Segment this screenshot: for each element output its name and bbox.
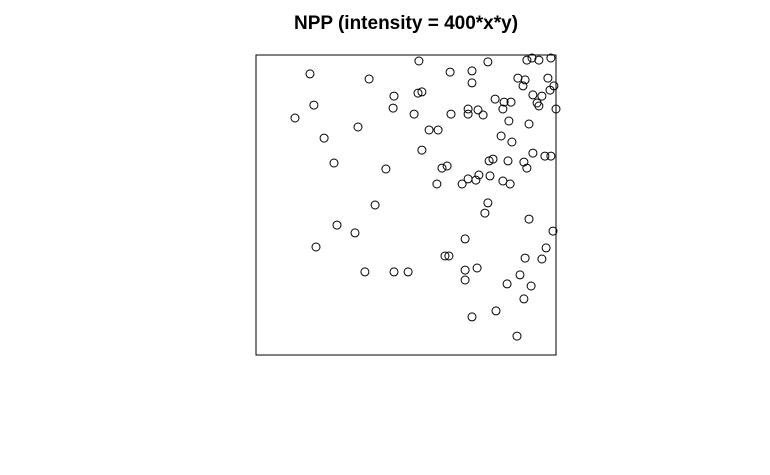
data-point-48 — [528, 148, 538, 158]
data-point-67 — [432, 179, 442, 189]
data-point-68 — [370, 200, 380, 210]
data-point-93 — [467, 312, 477, 322]
data-point-91 — [519, 294, 529, 304]
data-point-80 — [520, 253, 530, 263]
data-point-37 — [478, 110, 488, 120]
data-point-66 — [457, 179, 467, 189]
data-point-34 — [409, 109, 419, 119]
data-point-26 — [532, 98, 542, 108]
data-point-29 — [388, 103, 398, 113]
data-point-8 — [445, 67, 455, 77]
data-point-38 — [290, 113, 300, 123]
data-point-83 — [460, 265, 470, 275]
data-point-13 — [364, 74, 374, 84]
data-point-77 — [541, 243, 551, 253]
data-point-73 — [350, 228, 360, 238]
data-point-35 — [463, 109, 473, 119]
data-point-75 — [460, 234, 470, 244]
data-point-9 — [305, 69, 315, 79]
data-point-55 — [329, 158, 339, 168]
data-point-15 — [518, 81, 528, 91]
data-point-18 — [417, 87, 427, 97]
data-point-52 — [484, 156, 494, 166]
data-point-30 — [551, 104, 561, 114]
data-point-6 — [414, 56, 424, 66]
data-point-88 — [460, 275, 470, 285]
data-point-10 — [513, 73, 523, 83]
points-layer — [290, 53, 561, 341]
observation-window — [255, 54, 557, 356]
data-point-57 — [437, 163, 447, 173]
data-point-11 — [520, 75, 530, 85]
data-point-33 — [498, 104, 508, 114]
data-point-79 — [444, 251, 454, 261]
data-point-61 — [474, 170, 484, 180]
data-point-65 — [505, 179, 515, 189]
data-point-43 — [433, 125, 443, 135]
data-point-50 — [546, 151, 556, 161]
data-point-24 — [499, 97, 509, 107]
data-point-70 — [480, 208, 490, 218]
data-point-19 — [413, 88, 423, 98]
data-point-22 — [537, 91, 547, 101]
data-point-20 — [389, 91, 399, 101]
data-point-69 — [483, 198, 493, 208]
data-point-64 — [471, 175, 481, 185]
data-point-90 — [526, 281, 536, 291]
data-point-41 — [353, 122, 363, 132]
data-point-25 — [506, 97, 516, 107]
data-point-84 — [360, 267, 370, 277]
data-point-27 — [309, 100, 319, 110]
data-point-31 — [463, 104, 473, 114]
data-point-54 — [519, 157, 529, 167]
data-point-76 — [311, 242, 321, 252]
data-point-92 — [491, 306, 501, 316]
data-point-49 — [540, 151, 550, 161]
data-point-39 — [504, 116, 514, 126]
data-point-47 — [417, 145, 427, 155]
data-point-56 — [442, 161, 452, 171]
chart-title: NPP (intensity = 400*x*y) — [294, 13, 518, 34]
data-point-46 — [507, 137, 517, 147]
data-point-87 — [515, 270, 525, 280]
data-point-1 — [546, 53, 556, 63]
data-point-2 — [534, 55, 544, 65]
data-point-72 — [332, 220, 342, 230]
data-point-60 — [485, 171, 495, 181]
data-point-17 — [545, 85, 555, 95]
data-point-21 — [528, 90, 538, 100]
data-point-81 — [537, 254, 547, 264]
data-point-94 — [512, 331, 522, 341]
data-point-28 — [534, 101, 544, 111]
data-point-4 — [527, 53, 537, 63]
data-point-85 — [389, 267, 399, 277]
data-point-44 — [319, 133, 329, 143]
data-point-74 — [548, 226, 558, 236]
data-point-14 — [467, 78, 477, 88]
data-point-23 — [490, 94, 500, 104]
data-point-12 — [543, 73, 553, 83]
data-point-42 — [424, 125, 434, 135]
data-point-45 — [496, 131, 506, 141]
data-point-53 — [503, 156, 513, 166]
data-point-36 — [446, 109, 456, 119]
data-point-78 — [440, 251, 450, 261]
data-point-82 — [472, 263, 482, 273]
data-point-89 — [502, 279, 512, 289]
data-point-58 — [381, 164, 391, 174]
data-point-71 — [524, 214, 534, 224]
data-point-7 — [467, 66, 477, 76]
data-point-40 — [524, 119, 534, 129]
data-point-3 — [522, 55, 532, 65]
data-point-86 — [403, 267, 413, 277]
data-point-32 — [473, 105, 483, 115]
data-point-5 — [483, 57, 493, 67]
data-point-59 — [522, 163, 532, 173]
